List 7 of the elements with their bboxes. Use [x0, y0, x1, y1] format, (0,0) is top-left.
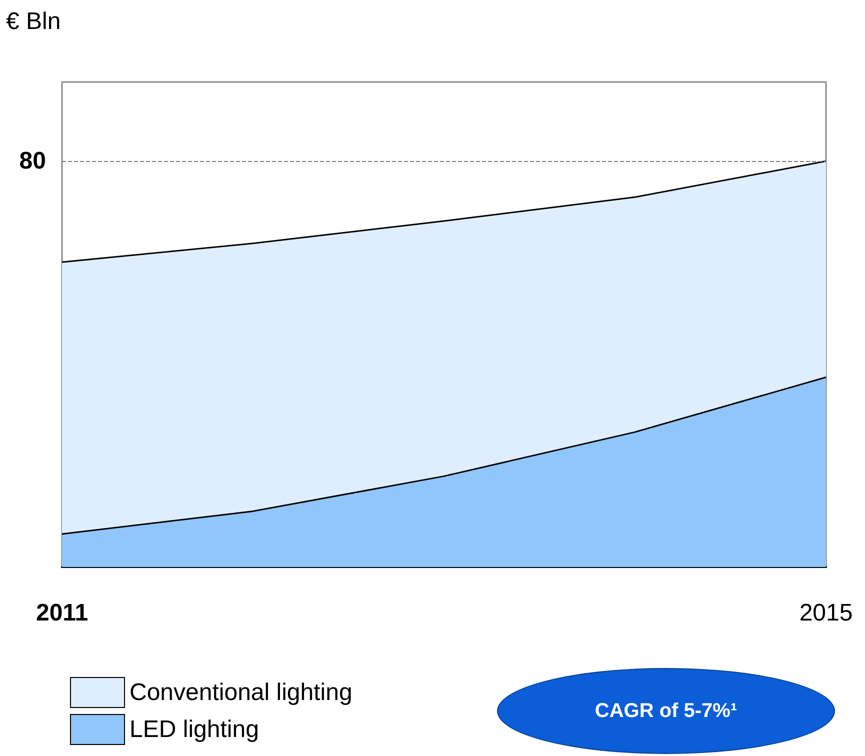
x-tick-label: 2015 [799, 600, 853, 626]
legend-label: LED lighting [130, 716, 259, 743]
y-tick-label: 80 [19, 148, 46, 175]
legend-label: Conventional lighting [130, 679, 352, 706]
ellipse-badge: CAGR of 5-7%¹ [497, 668, 835, 754]
text: € Bln [6, 8, 61, 36]
x-tick-label: 2011 [36, 600, 88, 626]
